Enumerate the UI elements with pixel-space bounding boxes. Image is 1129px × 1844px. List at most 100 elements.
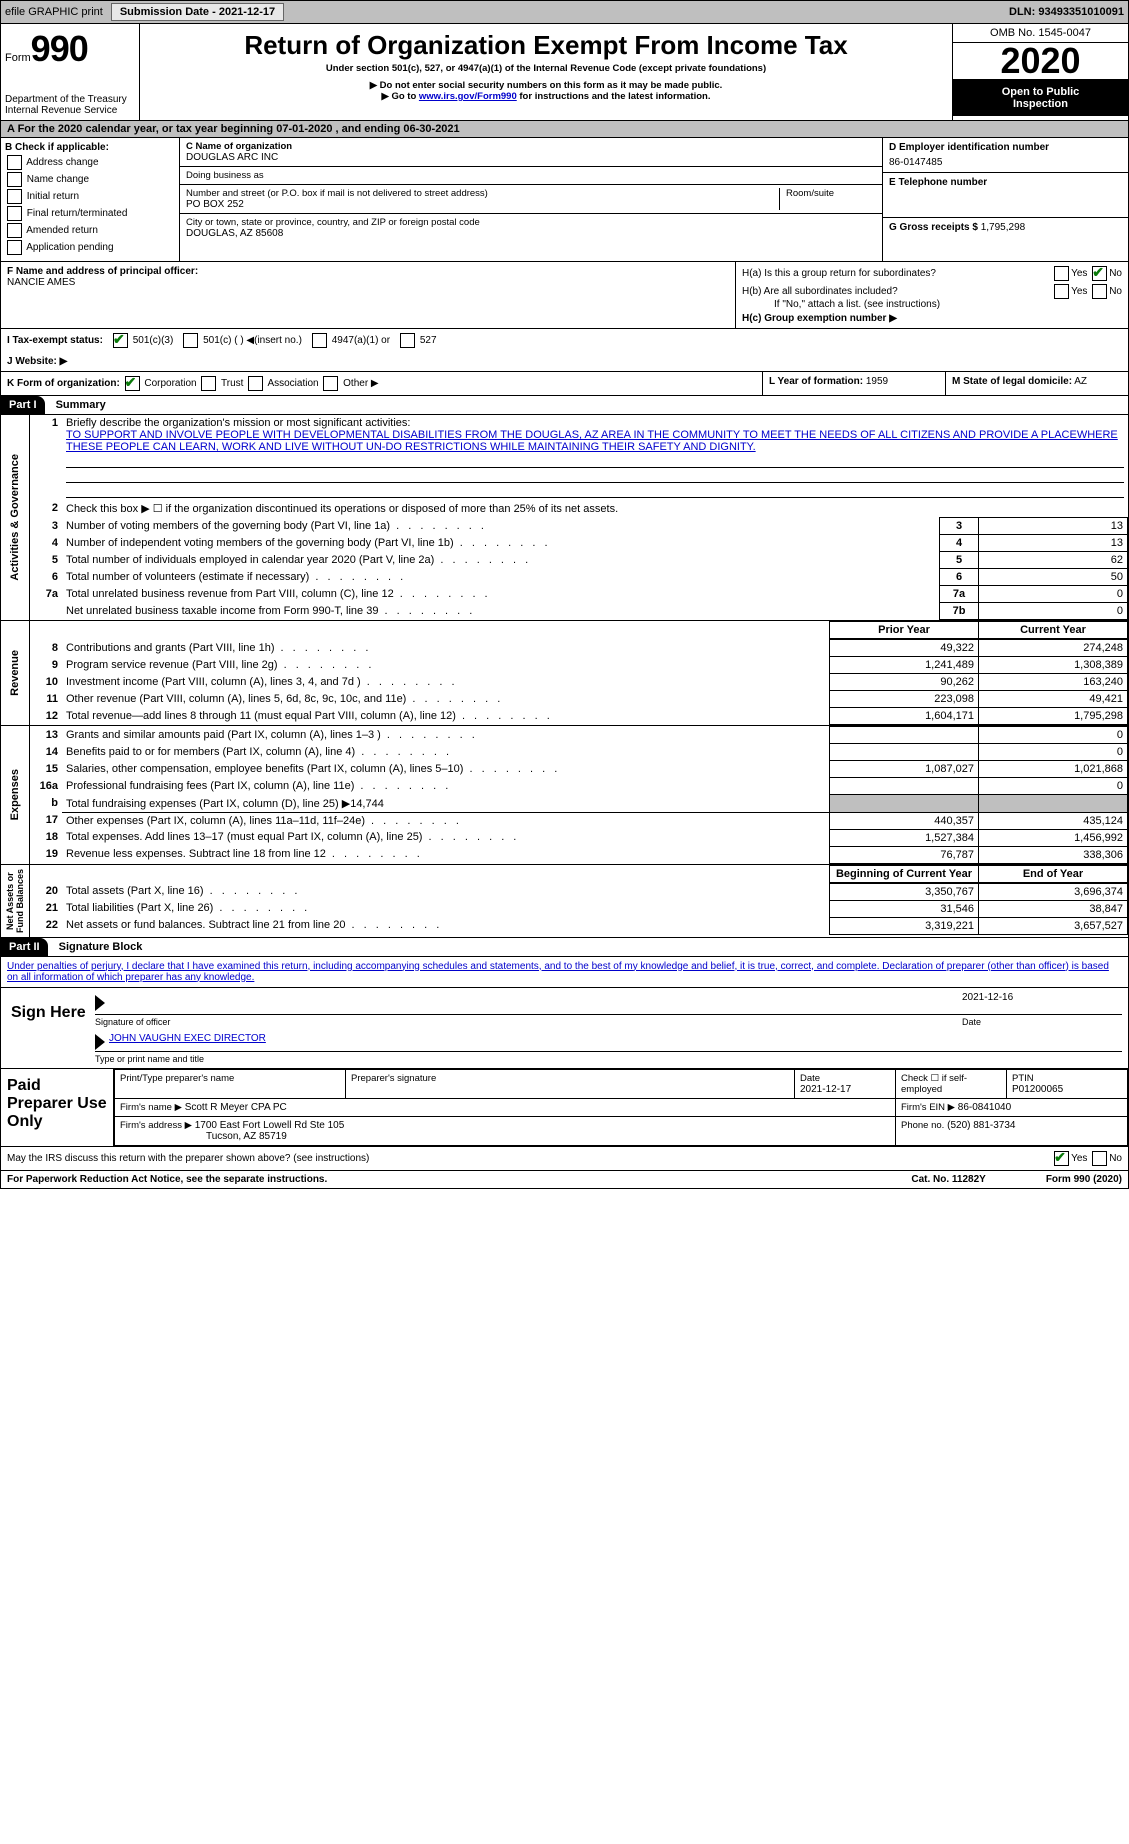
row-klm: K Form of organization: Corporation Trus… (0, 372, 1129, 396)
header-mid: Return of Organization Exempt From Incom… (140, 24, 952, 120)
line-num: 15 (30, 761, 62, 778)
form-word: Form (5, 52, 31, 64)
line-prior: 1,087,027 (830, 761, 979, 778)
line-box: 3 (940, 518, 979, 535)
discuss-no-chk[interactable] (1092, 1151, 1107, 1166)
ptin: P01200065 (1012, 1084, 1122, 1095)
chk-527[interactable]: 527 (398, 333, 436, 348)
q1-text: Briefly describe the organization's miss… (66, 417, 410, 429)
chk-501c3[interactable]: 501(c)(3) (111, 333, 173, 348)
prep-date: 2021-12-17 (800, 1084, 890, 1095)
line-cur: 274,248 (979, 640, 1128, 657)
ln-1: 1 (30, 415, 62, 500)
line-desc: Program service revenue (Part VIII, line… (62, 657, 830, 674)
open-public-badge: Open to Public Inspection (953, 80, 1128, 116)
line-desc: Other revenue (Part VIII, column (A), li… (62, 691, 830, 708)
period-end: 06-30-2021 (403, 123, 459, 135)
line-val: 13 (979, 518, 1128, 535)
chk-address-change[interactable]: Address change (5, 155, 175, 170)
line-num: 13 (30, 727, 62, 744)
chk-final-return[interactable]: Final return/terminated (5, 206, 175, 221)
mission-text: TO SUPPORT AND INVOLVE PEOPLE WITH DEVEL… (66, 429, 1118, 453)
line-cur: 0 (979, 727, 1128, 744)
line-prior: 3,319,221 (830, 917, 979, 934)
line-desc: Professional fundraising fees (Part IX, … (62, 778, 830, 795)
city-label: City or town, state or province, country… (186, 217, 876, 228)
arrow-icon (95, 995, 105, 1011)
line-num: 17 (30, 812, 62, 829)
prep-name-label: Print/Type preparer's name (120, 1073, 340, 1084)
line-num: 10 (30, 674, 62, 691)
c-name-label: C Name of organization (186, 141, 876, 152)
sig-date-label: Date (962, 1017, 1122, 1027)
note-ssn: ▶ Do not enter social security numbers o… (144, 80, 948, 91)
form990-link[interactable]: www.irs.gov/Form990 (419, 91, 517, 102)
chk-initial-return[interactable]: Initial return (5, 189, 175, 204)
chk-app-pending[interactable]: Application pending (5, 240, 175, 255)
line-cur: 1,456,992 (979, 829, 1128, 846)
f-block: F Name and address of principal officer:… (1, 262, 736, 328)
line-num: 9 (30, 657, 62, 674)
note-link-row: ▶ Go to www.irs.gov/Form990 for instruct… (144, 91, 948, 102)
line-box: 4 (940, 535, 979, 552)
sign-here-label: Sign Here (7, 992, 95, 1064)
line-prior (830, 744, 979, 761)
summary-exp: Expenses 13 Grants and similar amounts p… (1, 725, 1128, 864)
m-label: M State of legal domicile: (952, 376, 1072, 387)
ha-label: H(a) Is this a group return for subordin… (742, 268, 936, 279)
chk-trust[interactable]: Trust (199, 378, 243, 389)
chk-501c[interactable]: 501(c) ( ) ◀(insert no.) (181, 333, 302, 348)
submission-date-button[interactable]: Submission Date - 2021-12-17 (111, 3, 284, 21)
line-box: 6 (940, 569, 979, 586)
hb-yes: Yes (1071, 286, 1087, 297)
ha-no: No (1109, 268, 1122, 279)
self-emp[interactable]: Check ☐ if self-employed (896, 1069, 1007, 1098)
summary-rev: Revenue Prior Year Current Year 8 Contri… (1, 620, 1128, 725)
line-desc: Number of voting members of the governin… (62, 518, 940, 535)
chk-other[interactable]: Other ▶ (321, 378, 378, 389)
sig-officer-label: Signature of officer (95, 1017, 962, 1027)
line-num: 6 (30, 569, 62, 586)
line-desc: Benefits paid to or for members (Part IX… (62, 744, 830, 761)
officer-label: Type or print name and title (95, 1054, 1122, 1064)
line-num: 18 (30, 829, 62, 846)
chk-assoc[interactable]: Association (246, 378, 318, 389)
j-label: J Website: ▶ (7, 356, 67, 367)
chk-corp[interactable]: Corporation (123, 378, 197, 389)
line-desc: Total expenses. Add lines 13–17 (must eq… (62, 829, 830, 846)
line-num: 8 (30, 640, 62, 657)
line-desc: Total assets (Part X, line 16) (62, 883, 830, 900)
dba-label: Doing business as (186, 170, 876, 181)
line-val: 0 (979, 603, 1128, 620)
line-cur: 3,657,527 (979, 917, 1128, 934)
i-label: I Tax-exempt status: (7, 335, 103, 346)
summary-gov: Activities & Governance 1 Briefly descri… (1, 415, 1128, 620)
period-mid: , and ending (336, 123, 404, 135)
line-prior: 223,098 (830, 691, 979, 708)
hb-label: H(b) Are all subordinates included? (742, 286, 898, 297)
tax-year: 2020 (953, 43, 1128, 80)
line-prior (830, 795, 979, 813)
part2-badge: Part II (1, 938, 48, 956)
cat-no: Cat. No. 11282Y (911, 1174, 985, 1185)
g-value: 1,795,298 (981, 222, 1026, 233)
addr-value: PO BOX 252 (186, 199, 773, 210)
chk-amended-return[interactable]: Amended return (5, 223, 175, 238)
line-val: 62 (979, 552, 1128, 569)
line-prior: 3,350,767 (830, 883, 979, 900)
line-desc: Total fundraising expenses (Part IX, col… (62, 795, 830, 813)
discuss-yes-chk[interactable] (1054, 1151, 1069, 1166)
line-box: 7b (940, 603, 979, 620)
f-label: F Name and address of principal officer: (7, 266, 729, 277)
line-cur: 49,421 (979, 691, 1128, 708)
firm-name-label: Firm's name ▶ (120, 1102, 182, 1113)
chk-4947[interactable]: 4947(a)(1) or (310, 333, 390, 348)
declaration-text: Under penalties of perjury, I declare th… (7, 961, 1109, 983)
chk-name-change[interactable]: Name change (5, 172, 175, 187)
sig-date: 2021-12-16 (962, 992, 1122, 1014)
h-block: H(a) Is this a group return for subordin… (736, 262, 1128, 328)
prep-sig-label: Preparer's signature (351, 1073, 789, 1084)
dept-label: Department of the Treasury Internal Reve… (5, 94, 135, 116)
prep-date-label: Date (800, 1073, 890, 1084)
form-header: Form 990 Department of the Treasury Inte… (0, 24, 1129, 121)
